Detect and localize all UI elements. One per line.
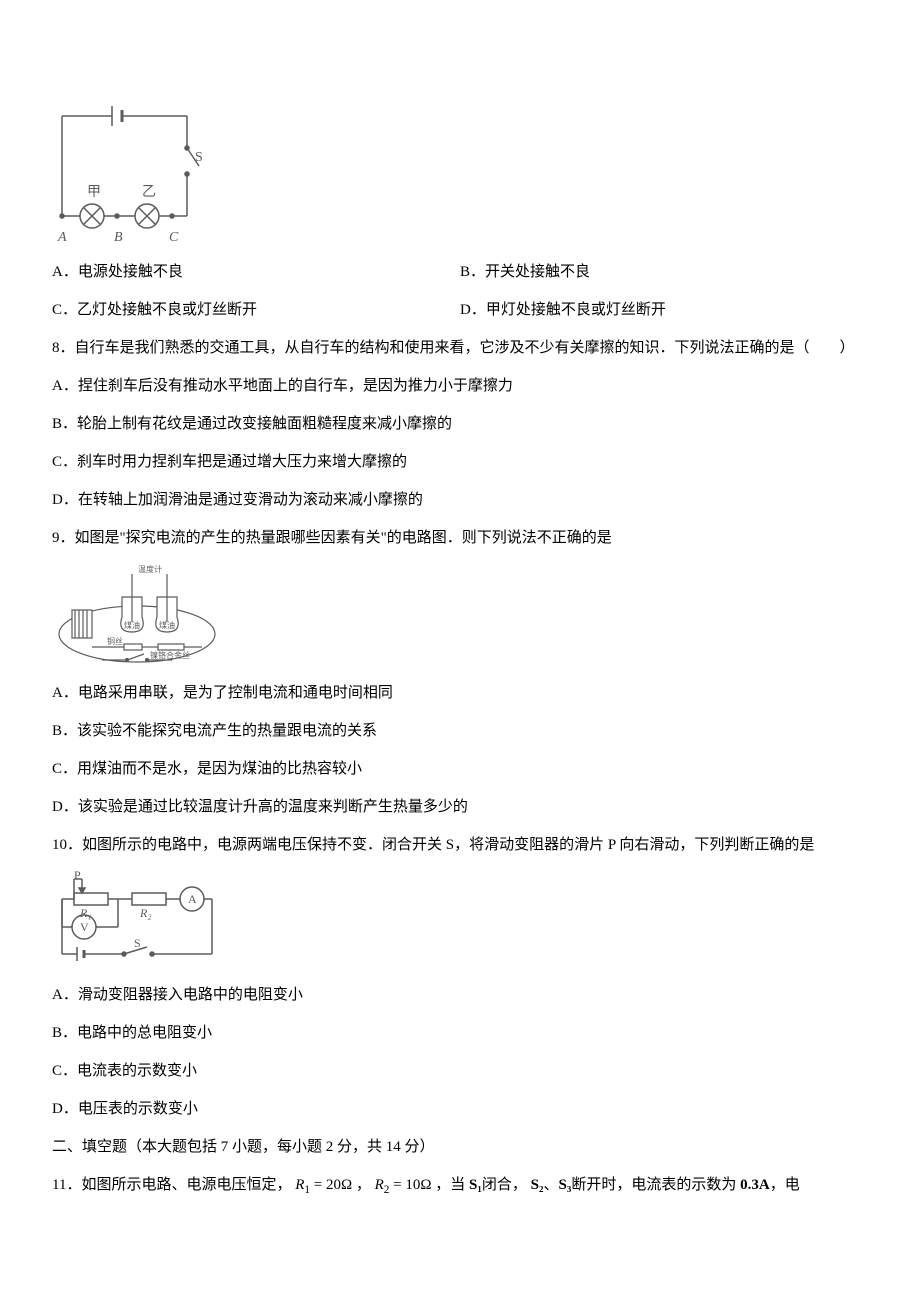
q10-label-r1: R₁ <box>79 906 92 920</box>
q9-diagram-figure: 温度计 煤油 煤油 铜丝 镍铬合金丝 <box>52 562 868 667</box>
q7-options-row2: C．乙灯处接触不良或灯丝断开 D．甲灯处接触不良或灯丝断开 <box>52 292 868 328</box>
q10-label-a: A <box>188 892 197 906</box>
q8-option-a: A．捏住刹车后没有推动水平地面上的自行车，是因为推力小于摩擦力 <box>52 368 868 404</box>
q8-option-d: D．在转轴上加润滑油是通过变滑动为滚动来减小摩擦的 <box>52 482 868 518</box>
q7-label-c: C <box>169 230 179 245</box>
q7-circuit-svg: 甲 乙 S A B C <box>52 96 202 246</box>
q11-sep: 、 <box>543 1177 558 1193</box>
section2-heading: 二、填空题（本大题包括 7 小题，每小题 2 分，共 14 分） <box>52 1129 868 1165</box>
q9-option-a: A．电路采用串联，是为了控制电流和通电时间相同 <box>52 675 868 711</box>
q7-label-a: A <box>57 230 67 245</box>
q7-option-c: C．乙灯处接触不良或灯丝断开 <box>52 292 460 328</box>
q9-option-d: D．该实验是通过比较温度计升高的温度来判断产生热量多少的 <box>52 789 868 825</box>
q9-option-c: C．用煤油而不是水，是因为煤油的比热容较小 <box>52 751 868 787</box>
q10-label-p: P <box>74 869 81 882</box>
q9-label-liq2: 煤油 <box>159 620 175 630</box>
q11-r2-eq: = 10Ω ，当 <box>389 1177 469 1193</box>
q9-stem: 9．如图是"探究电流的产生的热量跟哪些因素有关"的电路图．则下列说法不正确的是 <box>52 520 868 556</box>
q10-option-c: C．电流表的示数变小 <box>52 1053 868 1089</box>
q7-option-b: B．开关处接触不良 <box>460 254 868 290</box>
q10-label-s: S <box>134 936 141 950</box>
q11-s2: S₂ <box>531 1177 544 1193</box>
q10-option-b: B．电路中的总电阻变小 <box>52 1015 868 1051</box>
q7-label-s: S <box>195 150 202 165</box>
q11-r1-eq: = 20Ω ， <box>310 1177 371 1193</box>
q10-circuit-figure: P R₁ R₂ V A S <box>52 869 868 969</box>
q10-option-a: A．滑动变阻器接入电路中的电阻变小 <box>52 977 868 1013</box>
q11-pre: 11．如图所示电路、电源电压恒定， <box>52 1177 291 1193</box>
q11-tail: ，电 <box>770 1177 800 1193</box>
q7-circuit-figure: 甲 乙 S A B C <box>52 96 868 246</box>
q9-label-res: 铜丝 <box>107 636 123 646</box>
q8-stem: 8．自行车是我们熟悉的交通工具，从自行车的结构和使用来看，它涉及不少有关摩擦的知… <box>52 330 868 366</box>
q7-option-d: D．甲灯处接触不良或灯丝断开 <box>460 292 868 328</box>
q11-val: 0.3A <box>740 1177 770 1193</box>
q11-s1: S₁ <box>469 1177 482 1193</box>
q7-label-jia: 甲 <box>87 185 101 200</box>
q10-label-v: V <box>80 920 89 934</box>
q9-label-res2: 镍铬合金丝 <box>150 650 190 660</box>
q8-option-c: C．刹车时用力捏刹车把是通过增大压力来增大摩擦的 <box>52 444 868 480</box>
q7-options-row1: A．电源处接触不良 B．开关处接触不良 <box>52 254 868 290</box>
q11-r2-sym: R <box>375 1177 384 1193</box>
q10-circuit-svg: P R₁ R₂ V A S <box>52 869 222 969</box>
q9-label-liq1: 煤油 <box>124 620 140 630</box>
q9-label-top: 温度计 <box>138 564 162 574</box>
q9-option-b: B．该实验不能探究电流产生的热量跟电流的关系 <box>52 713 868 749</box>
q10-option-d: D．电压表的示数变小 <box>52 1091 868 1127</box>
q11-s3: S₃ <box>558 1177 571 1193</box>
q9-diagram-svg: 温度计 煤油 煤油 铜丝 镍铬合金丝 <box>52 562 222 667</box>
q11-r1-sym: R <box>295 1177 304 1193</box>
q11-mid1: 闭合， <box>482 1177 527 1193</box>
q7-label-b: B <box>114 230 123 245</box>
q11-stem: 11．如图所示电路、电源电压恒定， R1 = 20Ω ， R2 = 10Ω ，当… <box>52 1167 868 1204</box>
q11-mid2: 断开时，电流表的示数为 <box>571 1177 740 1193</box>
q8-option-b: B．轮胎上制有花纹是通过改变接触面粗糙程度来减小摩擦的 <box>52 406 868 442</box>
q7-label-yi: 乙 <box>142 184 156 200</box>
q7-option-a: A．电源处接触不良 <box>52 254 460 290</box>
q10-stem: 10．如图所示的电路中，电源两端电压保持不变．闭合开关 S，将滑动变阻器的滑片 … <box>52 827 868 863</box>
q10-label-r2: R₂ <box>139 906 152 920</box>
